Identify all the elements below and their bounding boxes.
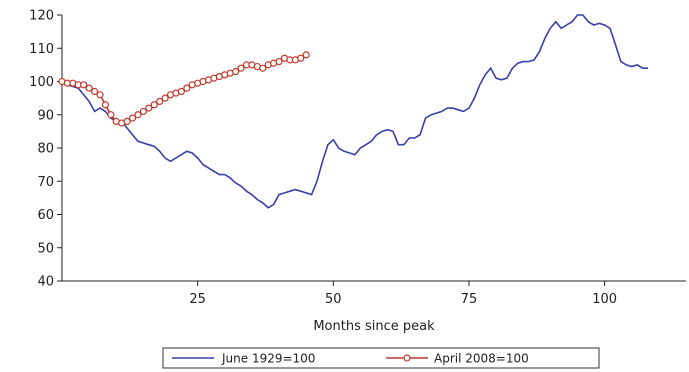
y-tick-label: 70: [37, 175, 54, 190]
legend-box: [162, 347, 600, 369]
series-2-point: [107, 111, 115, 119]
x-tick-label: 75: [461, 292, 478, 307]
series-2-point: [150, 101, 158, 109]
series-2-point: [145, 104, 153, 112]
series-2-point: [302, 51, 310, 59]
series-2-point: [80, 81, 88, 89]
series-2-point: [139, 107, 147, 116]
x-tick-label: 25: [189, 292, 206, 307]
series-2-point: [134, 111, 142, 119]
axes: [57, 14, 686, 286]
y-tick-label: 50: [37, 241, 54, 256]
y-tick-label: 110: [29, 42, 54, 57]
series-2-point: [128, 114, 137, 122]
series-2-point: [85, 84, 93, 92]
x-axis-title: Months since peak: [313, 319, 435, 334]
series-2-point: [297, 54, 305, 62]
series-2-point: [237, 64, 245, 72]
series-2-point: [96, 91, 104, 99]
y-tick-label: 60: [37, 208, 54, 223]
y-tick-label: 40: [37, 275, 54, 290]
y-tick-label: 100: [29, 75, 54, 90]
y-tick-label: 80: [37, 142, 54, 157]
series-2-point: [177, 87, 185, 96]
x-tick-label: 100: [592, 292, 617, 307]
series-2-point: [161, 94, 169, 102]
legend-label-2: April 2008=100: [434, 352, 529, 366]
series-2-point: [183, 84, 191, 92]
series-2-point: [232, 67, 240, 76]
y-tick-label: 120: [29, 9, 54, 24]
series-layer: [58, 14, 648, 209]
series-line-1: [61, 14, 648, 209]
y-tick-label: 90: [37, 108, 54, 123]
tick-labels: 40 50 60 70 80 90 100 110 120 25 50 75 100: [29, 9, 617, 308]
series-2-point: [259, 64, 267, 72]
series-2-point: [90, 87, 99, 96]
series-2-point: [101, 101, 110, 109]
legend-label-1: June 1929=100: [221, 352, 315, 366]
series-2-point: [123, 117, 131, 126]
series-2-point: [156, 97, 164, 106]
series-2-point: [275, 57, 283, 66]
legend: June 1929=100 April 2008=100: [162, 347, 600, 369]
legend-marker: [403, 354, 411, 362]
x-tick-label: 50: [325, 292, 342, 307]
